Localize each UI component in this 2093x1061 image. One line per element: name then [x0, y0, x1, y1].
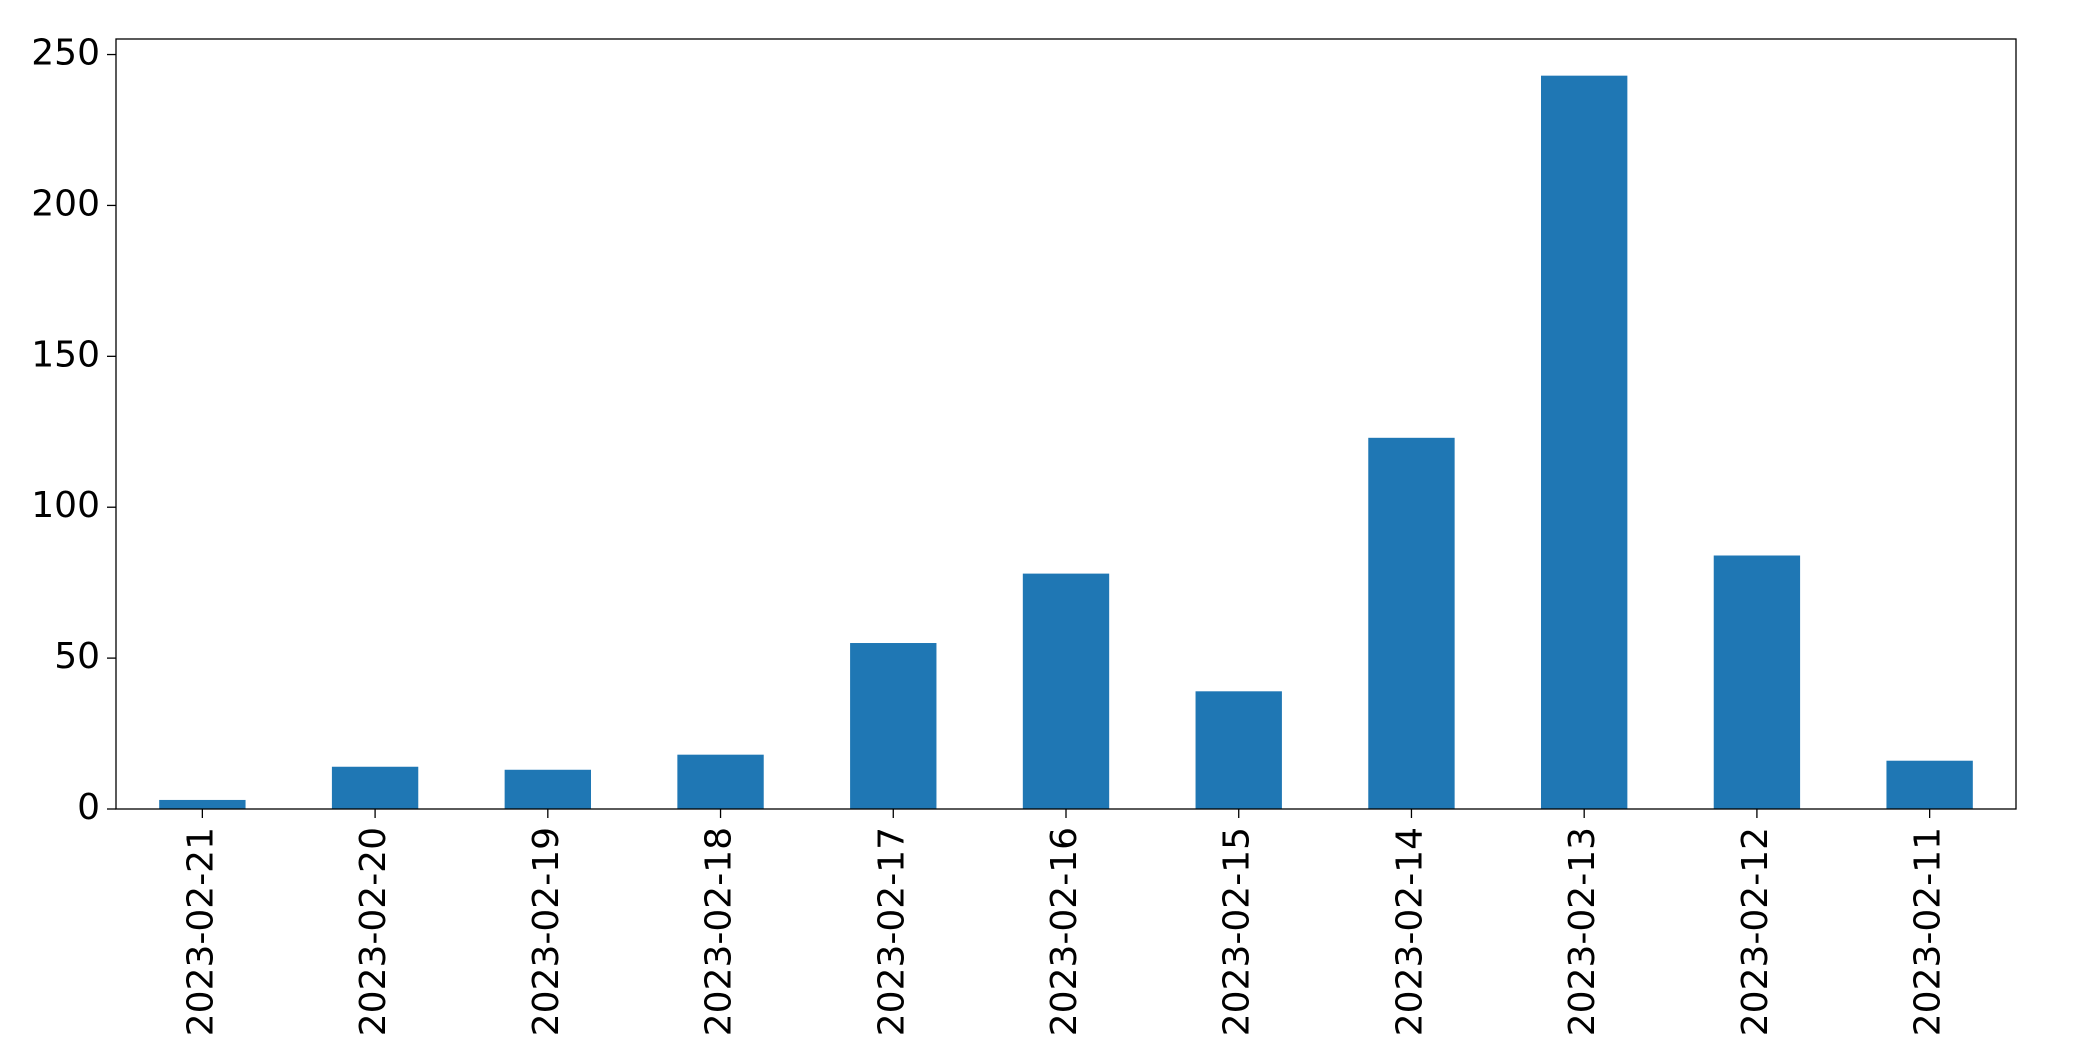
bar	[1022, 573, 1110, 809]
bar	[677, 754, 764, 809]
x-tick-label: 2023-02-21	[180, 827, 221, 1036]
x-tick-label: 2023-02-16	[1044, 827, 1085, 1036]
bar	[1368, 437, 1455, 809]
y-tick-label: 50	[54, 636, 100, 677]
bar	[504, 769, 591, 809]
bar	[1713, 555, 1801, 809]
y-tick-label: 150	[31, 334, 100, 375]
x-tick-label: 2023-02-13	[1562, 827, 1603, 1036]
y-tick-label: 100	[31, 485, 100, 526]
x-tick-label: 2023-02-17	[871, 827, 912, 1036]
y-tick-label: 200	[31, 183, 100, 224]
x-tick-label: 2023-02-18	[699, 827, 740, 1036]
y-tick-label: 250	[31, 33, 100, 74]
bar	[1195, 691, 1282, 809]
x-tick-label: 2023-02-19	[526, 827, 567, 1036]
x-tick-label: 2023-02-14	[1389, 827, 1430, 1036]
plot-frame	[115, 38, 2017, 810]
bar	[159, 799, 246, 809]
bar	[1541, 75, 1628, 809]
bar	[850, 643, 937, 809]
bar	[1886, 760, 1973, 809]
x-tick-label: 2023-02-20	[353, 827, 394, 1036]
x-tick-label: 2023-02-15	[1217, 827, 1258, 1036]
x-tick-label: 2023-02-11	[1908, 827, 1949, 1036]
y-tick-label: 0	[77, 787, 100, 828]
x-tick-label: 2023-02-12	[1735, 827, 1776, 1036]
bar	[331, 766, 419, 809]
